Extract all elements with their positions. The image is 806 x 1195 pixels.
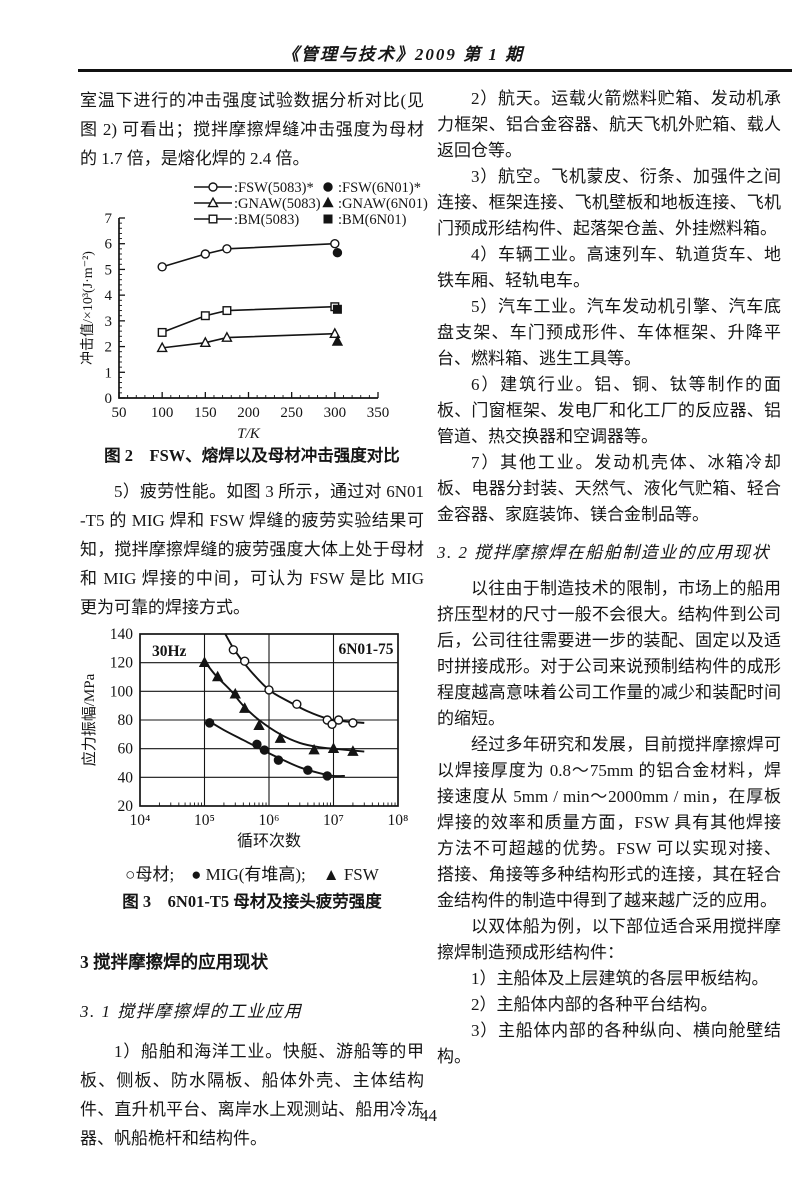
svg-text:6N01-75: 6N01-75 [338, 641, 393, 658]
svg-text:350: 350 [367, 405, 390, 421]
header-rule [78, 69, 792, 72]
svg-text::FSW(6N01)*: :FSW(6N01)* [338, 180, 421, 196]
svg-text::BM(6N01): :BM(6N01) [338, 212, 407, 228]
svg-text:150: 150 [194, 405, 217, 421]
svg-text:100: 100 [110, 683, 134, 700]
paragraph-fatigue: 5）疲劳性能。如图 3 所示，通过对 6N01-T5 的 MIG 焊和 FSW … [80, 482, 424, 617]
svg-text:1: 1 [105, 365, 113, 381]
svg-text:300: 300 [324, 405, 347, 421]
paragraph-aviation: 3）航空。飞机蒙皮、衍条、加强件之间连接、框架连接、飞机壁板和地板连接、飞机门预… [437, 167, 781, 238]
svg-text:40: 40 [118, 769, 134, 786]
svg-text::GNAW(6N01): :GNAW(6N01) [338, 196, 428, 212]
paragraph-aerospace: 2）航天。运载火箭燃料贮箱、发动机承力框架、铝合金容器、航天飞机外贮箱、载人返回… [437, 89, 781, 160]
paragraph-impact-comparison: 室温下进行的冲击强度试验数据分析对比(见图 2) 可看出；搅拌摩擦焊缝冲击强度为… [80, 91, 424, 168]
svg-text::BM(5083): :BM(5083) [234, 212, 299, 228]
paragraph-ship-industry: 1）船舶和海洋工业。快艇、游船等的甲板、侧板、防水隔板、船体外壳、主体结构件、直… [80, 1042, 424, 1148]
paragraph-shipbuilding-1: 以往由于制造技术的限制，市场上的船用挤压型材的尺寸一般不会很大。结构件到公司后，… [437, 579, 781, 728]
right-column: 2）航天。运载火箭燃料贮箱、发动机承力框架、铝合金容器、航天飞机外贮箱、载人返回… [437, 86, 781, 1070]
page-number: 44 [420, 1106, 437, 1125]
svg-text:3: 3 [105, 314, 113, 330]
svg-text:应力振幅/MPa: 应力振幅/MPa [80, 673, 98, 766]
svg-text:80: 80 [118, 712, 134, 729]
fig3-caption: 图 3 6N01-T5 母材及接头疲劳强度 [122, 892, 382, 911]
paragraph-construction: 6）建筑行业。铝、铜、钛等制作的面板、门窗框架、发电厂和化工厂的反应器、铝管道、… [437, 375, 781, 446]
svg-text:140: 140 [110, 626, 134, 643]
paragraph-shipbuilding-2: 经过多年研究和发展，目前搅拌摩擦焊可以焊接厚度为 0.8～75mm 的铝合金材料… [437, 735, 781, 910]
section-3-1-heading: 3. 1 搅拌摩擦焊的工业应用 [80, 1002, 303, 1021]
svg-text:60: 60 [118, 741, 134, 758]
paragraph-other-industry: 7）其他工业。发动机壳体、冰箱冷却板、电器分封装、天然气、液化气贮箱、轻合金容器… [437, 453, 781, 524]
left-column: 室温下进行的冲击强度试验数据分析对比(见图 2) 可看出；搅拌摩擦焊缝冲击强度为… [80, 86, 428, 1153]
svg-text:10⁶: 10⁶ [259, 812, 280, 829]
svg-text:循环次数: 循环次数 [237, 832, 301, 850]
section-3-2-heading: 3. 2 搅拌摩擦焊在船舶制造业的应用现状 [437, 543, 771, 562]
fig3-legend: ○母材; ● MIG(有堆高); ▲ FSW [125, 865, 379, 884]
svg-text:2: 2 [105, 340, 113, 356]
fig2-chart: :FSW(5083)* :FSW(6N01)* :GNAW(5083) :GNAW(6… [80, 180, 428, 442]
svg-text:10⁴: 10⁴ [130, 812, 151, 829]
svg-text:200: 200 [237, 405, 260, 421]
list-item-platform: 2）主船体内部的各种平台结构。 [471, 995, 718, 1014]
svg-text:冲击值/×10³(J·m⁻²): 冲击值/×10³(J·m⁻²) [80, 251, 96, 365]
svg-text:10⁷: 10⁷ [323, 812, 344, 829]
svg-text:4: 4 [105, 288, 113, 304]
svg-text:5: 5 [105, 262, 113, 278]
svg-text:20: 20 [118, 798, 134, 815]
figure-2: :FSW(5083)* :FSW(6N01)* :GNAW(5083) :GNAW(6… [80, 173, 428, 469]
svg-text:10⁵: 10⁵ [194, 812, 215, 829]
svg-text:30Hz: 30Hz [152, 643, 187, 660]
list-item-bulkhead: 3）主船体内部的各种纵向、横向舱壁结构。 [437, 1021, 781, 1066]
figure-3: 20 40 60 80 100 120 140 10⁴ 10⁵ 10⁶ 10⁷ 10⁸ 应力振幅/MPa… [80, 622, 424, 915]
svg-text:120: 120 [110, 655, 134, 672]
svg-text:6: 6 [105, 237, 113, 253]
fig3-chart: 20 40 60 80 100 120 140 10⁴ 10⁵ 10⁶ 10⁷ 10⁸ 应力振幅/MPa… [80, 626, 409, 850]
paragraph-automotive: 5）汽车工业。汽车发动机引擎、汽车底盘支架、车门预成形件、车体框架、升降平台、燃… [437, 297, 781, 368]
journal-header: 《管理与技术》2009 第 1 期 [281, 45, 525, 64]
svg-text::FSW(5083)*: :FSW(5083)* [234, 180, 314, 196]
section-3-heading: 3 搅拌摩擦焊的应用现状 [80, 952, 269, 972]
list-item-deck: 1）主船体及上层建筑的各层甲板结构。 [471, 969, 769, 988]
svg-text:50: 50 [112, 405, 127, 421]
svg-text:250: 250 [280, 405, 303, 421]
svg-text:100: 100 [151, 405, 174, 421]
fig2-caption: 图 2 FSW、熔焊以及母材冲击强度对比 [104, 446, 400, 465]
svg-text::GNAW(5083): :GNAW(5083) [234, 196, 321, 212]
paragraph-catamaran-intro: 以双体船为例，以下部位适合采用搅拌摩擦焊制造预成形结构件： [437, 917, 781, 962]
svg-text:7: 7 [105, 211, 113, 227]
paragraph-rail: 4）车辆工业。高速列车、轨道货车、地铁车厢、轻轨电车。 [437, 245, 781, 290]
svg-text:10⁸: 10⁸ [388, 812, 409, 829]
svg-text:0: 0 [105, 391, 113, 407]
svg-text:T/K: T/K [237, 426, 261, 442]
